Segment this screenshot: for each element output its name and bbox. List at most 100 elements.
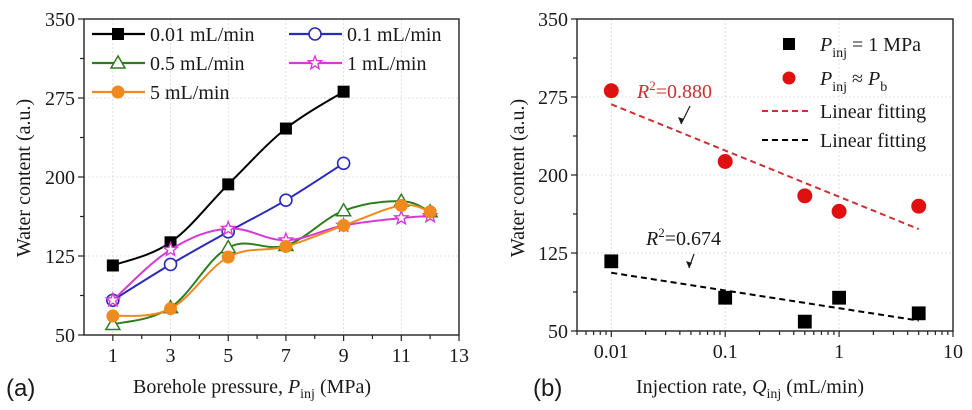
x-tick-label: 0.01 bbox=[594, 341, 629, 363]
data-point bbox=[279, 193, 293, 207]
legend-label: Pinj = 1 MPa bbox=[819, 34, 921, 61]
data-point bbox=[279, 240, 293, 254]
y-tick-label: 350 bbox=[45, 9, 75, 31]
legend-entry: 5 mL/min bbox=[92, 82, 229, 104]
legend-label: 0.1 mL/min bbox=[347, 24, 441, 46]
y-tick-label: 125 bbox=[45, 246, 75, 268]
x-axis-title-sub: inj bbox=[767, 387, 782, 402]
data-point bbox=[279, 122, 292, 135]
data-point bbox=[797, 188, 813, 204]
x-axis-title-unit: (MPa) bbox=[315, 376, 371, 398]
data-point bbox=[337, 218, 351, 232]
x-axis-title-text: Borehole pressure, bbox=[133, 376, 288, 398]
series-4 bbox=[106, 198, 437, 323]
data-point bbox=[717, 154, 733, 169]
series-layer bbox=[603, 83, 927, 329]
y-tick-label: 275 bbox=[538, 87, 568, 109]
r-value: =0.880 bbox=[656, 81, 712, 103]
series-line bbox=[112, 203, 431, 318]
fit-lines bbox=[610, 103, 920, 322]
series-layer bbox=[104, 85, 439, 331]
data-point bbox=[603, 83, 619, 99]
x-tick-label: 3 bbox=[166, 345, 176, 367]
legend-sub: b bbox=[880, 80, 887, 95]
data-point bbox=[832, 290, 846, 305]
series-1 bbox=[603, 83, 927, 219]
r-squared-label: R2=0.674 bbox=[645, 225, 721, 250]
data-point bbox=[797, 314, 812, 329]
legend-entry: Linear fitting bbox=[762, 130, 926, 152]
data-point bbox=[604, 254, 619, 269]
legend-entry: Pinj ≈ Pb bbox=[782, 68, 887, 95]
legend: 0.01 mL/min 0.1 mL/min 0.5 mL/min 1 mL/min 5… bbox=[92, 24, 441, 104]
x-tick-label: 1 bbox=[108, 345, 118, 367]
data-point bbox=[911, 306, 926, 321]
legend-label: 0.5 mL/min bbox=[150, 53, 244, 75]
fit-line-0 bbox=[610, 103, 920, 231]
legend-label: 0.01 mL/min bbox=[150, 24, 254, 46]
data-point bbox=[164, 302, 178, 316]
data-point bbox=[337, 85, 350, 98]
legend-marker bbox=[306, 54, 324, 71]
x-axis-title-var: Q bbox=[752, 376, 767, 398]
legend: Pinj = 1 MPa Pinj ≈ Pb Linear fitting Linea… bbox=[762, 34, 926, 152]
data-point bbox=[106, 309, 120, 323]
y-axis-title: Water content (a.u.) bbox=[13, 99, 35, 257]
series-0 bbox=[106, 85, 350, 272]
x-tick-label: 10 bbox=[943, 341, 963, 363]
legend-entry: 0.5 mL/min bbox=[92, 53, 244, 75]
series-line bbox=[112, 215, 431, 301]
y-tick-label: 125 bbox=[538, 243, 568, 265]
data-point bbox=[423, 205, 437, 219]
data-point bbox=[335, 202, 352, 217]
legend-var: P bbox=[867, 68, 880, 90]
y-tick-label: 50 bbox=[55, 325, 75, 347]
data-point bbox=[163, 257, 178, 272]
arrow-head-icon bbox=[678, 117, 684, 124]
legend-sub: inj bbox=[832, 80, 847, 95]
x-tick-label: 9 bbox=[339, 345, 349, 367]
y-tick-label: 200 bbox=[45, 167, 75, 189]
x-axis-title-unit: (mL/min) bbox=[781, 376, 864, 398]
y-tick-label: 350 bbox=[538, 9, 568, 31]
legend-marker bbox=[112, 28, 124, 40]
panel-label-a: (a) bbox=[6, 375, 35, 402]
r-var: R bbox=[636, 81, 649, 103]
axis-ticks: 0.01 0.1 1 10 50 125 200 275 350 bbox=[538, 9, 963, 363]
legend-rest: ≈ bbox=[847, 68, 868, 90]
x-tick-label: 0.1 bbox=[713, 341, 738, 363]
x-axis-title-sub: inj bbox=[300, 387, 315, 402]
y-tick-label: 200 bbox=[538, 165, 568, 187]
legend-marker bbox=[782, 71, 796, 85]
x-axis-title-text: Injection rate, bbox=[636, 376, 752, 398]
y-axis-title: Water content (a.u.) bbox=[507, 99, 529, 257]
legend-entry: Pinj = 1 MPa bbox=[783, 34, 921, 61]
legend-marker bbox=[111, 85, 125, 99]
legend-entry: 0.01 mL/min bbox=[92, 24, 254, 46]
legend-label: 1 mL/min bbox=[347, 53, 426, 75]
legend-sub: inj bbox=[832, 46, 847, 61]
r-squared-label: R2=0.880 bbox=[636, 78, 712, 103]
data-point bbox=[394, 198, 408, 212]
x-tick-label: 7 bbox=[281, 345, 291, 367]
data-point bbox=[831, 203, 847, 219]
r-sup: 2 bbox=[658, 225, 665, 240]
data-point bbox=[106, 259, 119, 272]
data-point bbox=[911, 198, 927, 214]
fit-line-1 bbox=[611, 271, 919, 322]
arrow-head-icon bbox=[686, 261, 692, 268]
data-point bbox=[222, 178, 235, 191]
data-point bbox=[392, 209, 410, 226]
legend-label: Linear fitting bbox=[820, 130, 926, 152]
data-point bbox=[219, 219, 237, 236]
x-axis-title-var: P bbox=[287, 376, 300, 398]
legend-entry: 1 mL/min bbox=[289, 53, 426, 75]
legend-entry: Linear fitting bbox=[762, 101, 926, 123]
data-point bbox=[718, 290, 733, 305]
legend-var: P bbox=[819, 68, 832, 90]
data-point bbox=[104, 291, 122, 308]
x-tick-label: 11 bbox=[392, 345, 411, 367]
